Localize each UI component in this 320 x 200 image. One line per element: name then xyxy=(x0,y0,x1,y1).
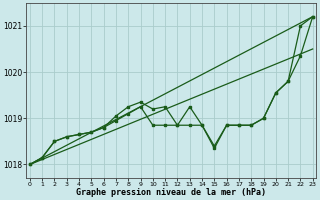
X-axis label: Graphe pression niveau de la mer (hPa): Graphe pression niveau de la mer (hPa) xyxy=(76,188,266,197)
